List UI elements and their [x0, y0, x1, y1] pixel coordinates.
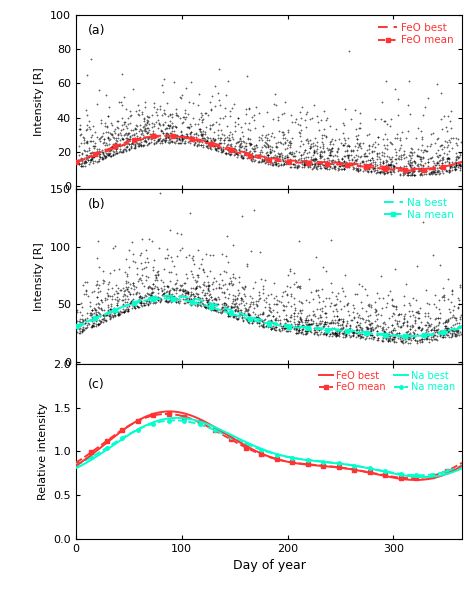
Y-axis label: Relative intensity: Relative intensity — [37, 403, 48, 500]
Text: (b): (b) — [87, 198, 105, 211]
Y-axis label: Intensity [R]: Intensity [R] — [35, 242, 45, 311]
X-axis label: Day of year: Day of year — [233, 559, 305, 572]
Text: (a): (a) — [87, 24, 105, 37]
Legend: Na best, Na mean: Na best, Na mean — [381, 195, 457, 223]
Legend: FeO best, FeO mean, Na best, Na mean: FeO best, FeO mean, Na best, Na mean — [317, 369, 457, 394]
Y-axis label: Intensity [R]: Intensity [R] — [35, 67, 45, 137]
Legend: FeO best, FeO mean: FeO best, FeO mean — [375, 20, 457, 49]
Text: (c): (c) — [87, 378, 104, 391]
